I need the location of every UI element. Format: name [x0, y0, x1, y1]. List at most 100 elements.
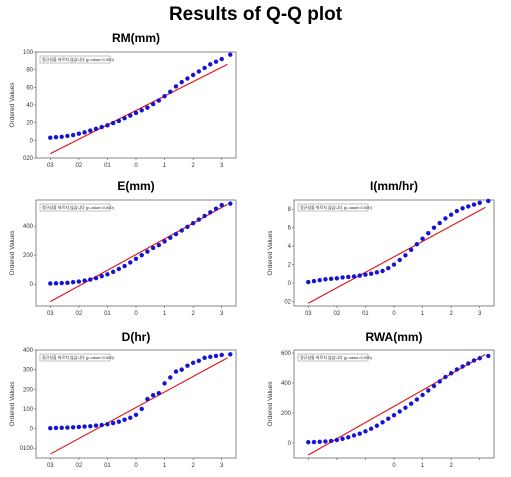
x-tick-label: 0: [134, 163, 138, 169]
data-point: [334, 437, 340, 443]
data-point: [196, 217, 202, 222]
normality-note-box: [39, 353, 111, 362]
data-point: [340, 275, 345, 280]
reference-line: [308, 206, 486, 304]
chart-title-rm: RM(mm): [112, 31, 160, 45]
data-point: [471, 202, 477, 207]
y-tick-label: 200: [281, 411, 292, 417]
y-tick-label: 400: [23, 348, 34, 354]
x-tick-label: 01: [104, 311, 111, 317]
data-point: [185, 76, 190, 81]
data-point: [65, 133, 70, 139]
x-tick-label: 1: [163, 463, 167, 469]
data-point: [173, 84, 179, 89]
data-point: [128, 113, 133, 118]
normality-note: 정규성을 따르지 않습니다 (p-value=0.000): [39, 55, 115, 64]
data-point: [110, 420, 116, 426]
data-point: [368, 426, 374, 431]
x-tick-label: 0: [134, 463, 138, 469]
data-point: [65, 280, 70, 285]
y-tick-label: 40: [26, 103, 33, 109]
data-point: [202, 355, 207, 361]
data-point: [116, 118, 122, 124]
data-point: [196, 358, 202, 363]
data-point: [414, 397, 420, 402]
data-point: [76, 279, 82, 284]
y-tick-label: 0: [30, 138, 34, 144]
data-point: [139, 406, 144, 412]
x-tick-label: 02: [76, 311, 83, 317]
x-tick-label: 03: [47, 463, 54, 469]
data-point: [133, 256, 139, 262]
data-point: [374, 423, 380, 428]
x-tick-label: 3: [478, 311, 482, 317]
y-axis-label: Ordered Values: [9, 82, 16, 128]
data-point: [145, 105, 150, 110]
data-point: [486, 198, 491, 204]
qq-panel-rm: RM(mm) Ordered Values 020 0 20 40 60 80 100 03 02 0…: [0, 30, 250, 170]
data-point: [145, 396, 150, 402]
data-point: [311, 439, 317, 445]
data-point: [122, 263, 127, 269]
data-point: [346, 274, 351, 280]
data-point: [105, 123, 110, 128]
data-point: [437, 220, 442, 226]
data-point: [190, 72, 196, 78]
data-point: [53, 135, 59, 140]
y-tick-label: 80: [26, 68, 33, 74]
y-tick-label: 100: [23, 50, 34, 56]
data-point: [105, 272, 110, 277]
normality-note-text: 정규성을 따르지 않습니다 (p-value=0.000): [42, 204, 115, 210]
data-point: [139, 252, 144, 258]
data-point: [213, 353, 219, 359]
data-point: [228, 52, 233, 57]
data-point: [380, 268, 385, 274]
qq-panel-rwa: RWA(mm) Ordered Values 0 200 400 600 0 1 2 정규성을 따…: [258, 330, 508, 475]
data-point: [59, 280, 64, 286]
y-tick-label: 2: [288, 263, 292, 269]
data-point: [391, 262, 397, 267]
qq-chart-rwa: RWA(mm) Ordered Values 0 200 400 600 0 1 2 정규성을 따…: [267, 330, 495, 469]
data-point: [70, 425, 76, 430]
data-point: [110, 120, 116, 126]
chart-title-e: E(mm): [117, 179, 154, 193]
y-tick-label: 400: [23, 224, 34, 230]
data-point: [156, 391, 162, 396]
data-point: [88, 277, 93, 282]
data-point: [185, 224, 190, 230]
x-tick-label: 2: [191, 463, 195, 469]
data-point: [391, 413, 397, 418]
x-tick-label: 1: [421, 463, 425, 469]
y-axis-label: Ordered Values: [267, 230, 274, 276]
data-point: [128, 415, 133, 420]
data-point: [128, 260, 133, 265]
y-tick-label: 020: [23, 156, 34, 162]
y-axis-label: Ordered Values: [9, 381, 16, 427]
normality-note: 정규성을 따르지 않습니다 (p-value=0.000): [297, 203, 373, 212]
data-point: [363, 272, 368, 277]
qq-panel-d: D(hr) Ordered Values 0100 0 100 200 300 400 03 02…: [0, 330, 250, 475]
plot-frame: [35, 349, 237, 459]
data-point: [76, 424, 82, 430]
x-tick-label: 03: [47, 311, 54, 317]
data-point: [219, 202, 224, 208]
data-point: [70, 132, 76, 138]
y-tick-label: 4: [288, 244, 292, 250]
data-point: [351, 433, 357, 438]
data-point: [48, 135, 53, 140]
data-point: [306, 279, 311, 285]
data-point: [88, 128, 93, 133]
data-point: [196, 69, 202, 74]
data-point: [219, 56, 224, 62]
data-point: [420, 236, 425, 241]
data-point: [190, 360, 196, 365]
data-point: [133, 110, 139, 116]
data-point: [477, 200, 482, 205]
data-point: [59, 425, 64, 430]
x-tick-label: 2: [191, 163, 195, 169]
data-point: [168, 375, 173, 380]
data-point: [443, 216, 448, 221]
data-point: [88, 423, 93, 429]
